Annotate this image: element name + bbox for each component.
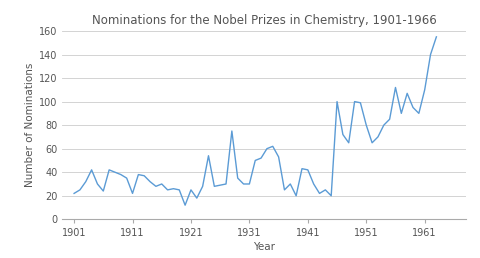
Title: Nominations for the Nobel Prizes in Chemistry, 1901-1966: Nominations for the Nobel Prizes in Chem… <box>92 14 436 27</box>
X-axis label: Year: Year <box>253 243 275 253</box>
Y-axis label: Number of Nominations: Number of Nominations <box>25 63 35 187</box>
